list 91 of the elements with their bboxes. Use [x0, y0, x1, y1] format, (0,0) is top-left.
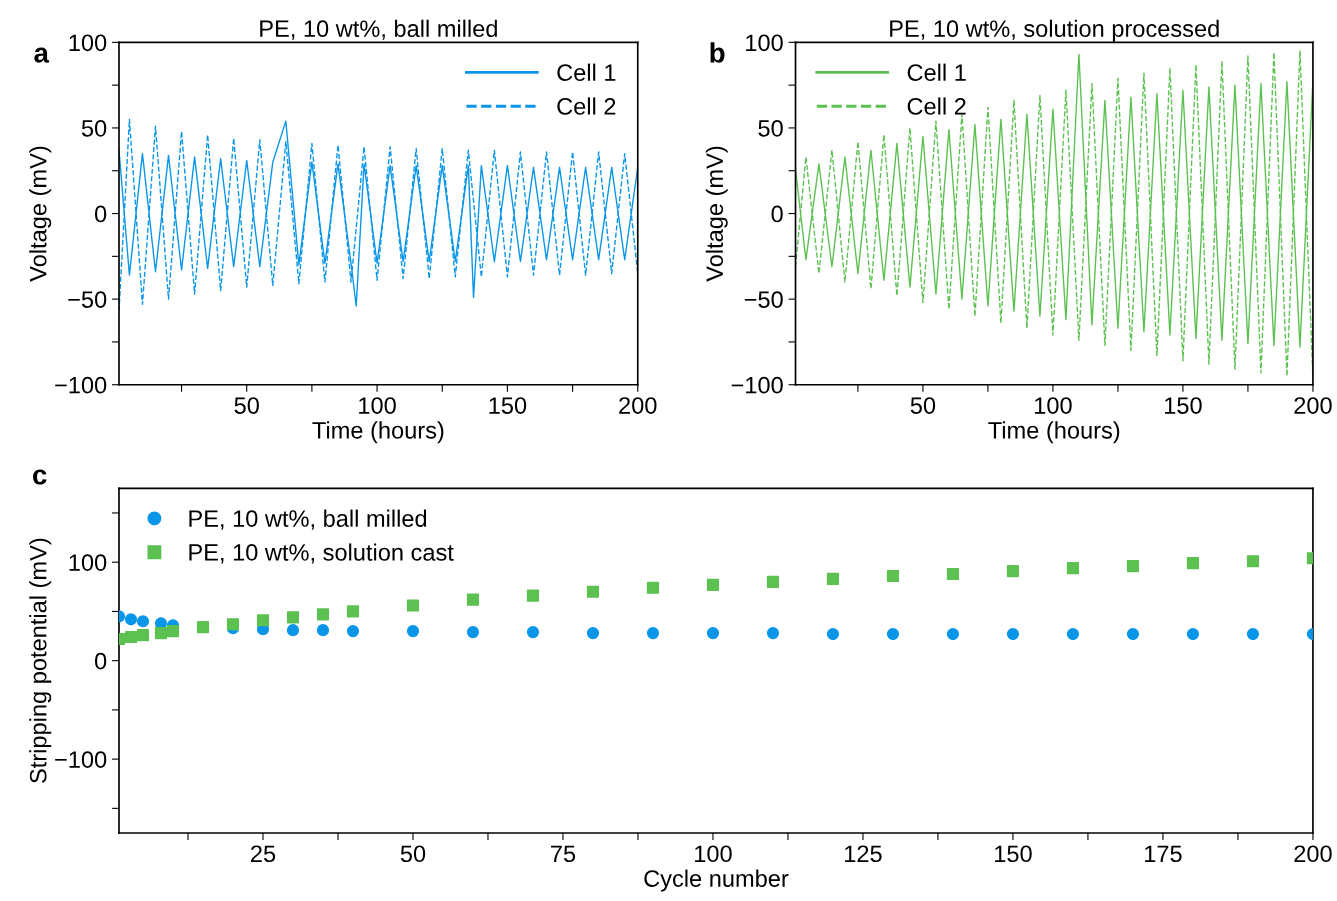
- point: [646, 581, 660, 594]
- x-tick-label: 25: [251, 845, 276, 863]
- point: [346, 625, 360, 638]
- y-tick-label: 100: [69, 34, 107, 52]
- point: [706, 578, 720, 591]
- point: [154, 627, 168, 640]
- y-tick-label: −50: [68, 291, 107, 308]
- text: a: [34, 47, 50, 63]
- y-tick-label: 100: [746, 34, 783, 52]
- x-tick-label: 50: [234, 397, 259, 414]
- x-tick-label: 50: [910, 397, 936, 414]
- point: [466, 593, 480, 606]
- legend-label: PE, 10 wt%, ball milled: [189, 509, 427, 530]
- x-tick-label: 200: [1294, 397, 1332, 414]
- x-tick-label: 100: [359, 397, 396, 414]
- point: [1246, 555, 1260, 568]
- point: [316, 624, 330, 637]
- point: [586, 627, 600, 640]
- point: [886, 569, 900, 583]
- point: [646, 627, 660, 640]
- point: [226, 618, 240, 631]
- point: [466, 626, 480, 639]
- point: [286, 624, 300, 637]
- point: [1186, 627, 1200, 641]
- point: [1066, 562, 1080, 575]
- y-tick-label: 50: [758, 120, 783, 137]
- point: [1186, 557, 1200, 570]
- y-tick-label: 100: [69, 554, 107, 571]
- point: [196, 621, 210, 634]
- x-tick-label: 50: [400, 845, 426, 863]
- point: [406, 625, 420, 638]
- point: [1126, 560, 1140, 573]
- x-tick-label: 175: [1145, 845, 1182, 863]
- point: [1246, 627, 1260, 641]
- point: [124, 630, 138, 644]
- point: [826, 627, 840, 641]
- y-tick-label: 0: [94, 652, 107, 670]
- y-axis-title: Stripping potential (mV): [29, 538, 52, 783]
- x-tick-label: 150: [995, 845, 1032, 863]
- point: [136, 628, 150, 642]
- point: [826, 572, 840, 586]
- point: [946, 567, 960, 581]
- y-tick-label: 0: [94, 205, 107, 223]
- x-tick-label: 100: [1035, 397, 1072, 414]
- point: [1006, 627, 1020, 641]
- point: [316, 608, 330, 621]
- point: [1006, 564, 1020, 578]
- text: b: [710, 42, 725, 63]
- x-tick-label: 75: [551, 845, 576, 863]
- y-tick-label: −100: [55, 376, 107, 394]
- point: [886, 627, 900, 641]
- point: [124, 613, 138, 626]
- legend-label: Cell 1: [557, 63, 616, 81]
- x-axis-title: Cycle number: [644, 869, 789, 892]
- point: [1066, 627, 1080, 641]
- x-axis-title: Time (hours): [988, 421, 1120, 444]
- y-tick-label: 50: [81, 120, 107, 137]
- text: c: [32, 469, 47, 485]
- x-tick-label: 200: [1294, 845, 1332, 863]
- x-tick-label: 125: [845, 845, 882, 863]
- point: [526, 589, 540, 602]
- y-tick-label: 0: [771, 205, 783, 223]
- chart-title: PE, 10 wt%, solution processed: [890, 19, 1219, 42]
- y-tick-label: −100: [731, 376, 783, 394]
- y-axis-title: Voltage (mV): [705, 146, 728, 282]
- x-axis-title: Time (hours): [312, 421, 444, 444]
- point: [346, 605, 360, 618]
- legend-label: Cell 1: [907, 63, 966, 81]
- chart-title: PE, 10 wt%, ball milled: [260, 19, 497, 40]
- point: [136, 615, 150, 628]
- x-tick-label: 150: [489, 397, 527, 414]
- point: [766, 627, 780, 640]
- point: [166, 625, 180, 638]
- y-tick-label: −100: [55, 751, 107, 768]
- legend-label: Cell 2: [907, 97, 966, 115]
- point: [256, 614, 270, 627]
- point: [406, 599, 420, 612]
- legend-label: PE, 10 wt%, solution cast: [189, 543, 454, 564]
- point: [706, 627, 720, 640]
- y-tick-label: −50: [744, 291, 783, 308]
- point: [946, 627, 960, 641]
- point: [286, 611, 300, 624]
- point: [766, 575, 780, 588]
- legend-label: Cell 2: [557, 97, 616, 115]
- point: [1126, 627, 1140, 641]
- y-axis-title: Voltage (mV): [29, 146, 52, 282]
- point: [526, 626, 540, 639]
- x-tick-label: 100: [695, 845, 732, 863]
- x-tick-label: 200: [619, 397, 657, 414]
- x-tick-label: 150: [1165, 397, 1202, 414]
- point: [586, 585, 600, 598]
